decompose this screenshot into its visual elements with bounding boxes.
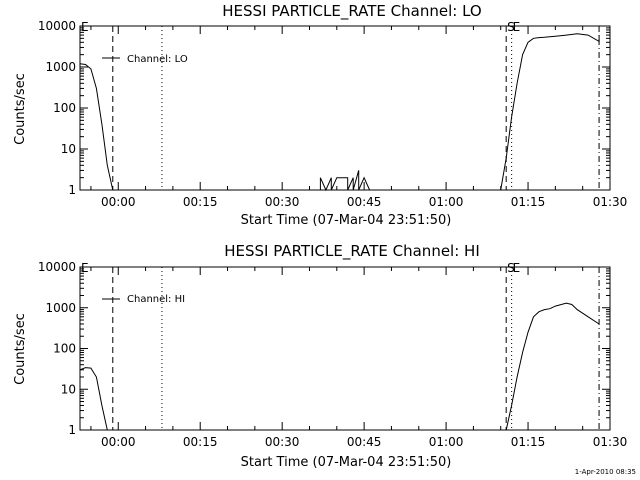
panel-hi-rate-series	[505, 302, 600, 431]
panel-lo-marker-label: E	[513, 20, 521, 34]
panel-lo-ytick-label: 1	[68, 183, 76, 197]
panel-hi-xtick-label: 00:45	[347, 435, 382, 449]
panel-hi-ytick-label: 1000	[45, 301, 76, 315]
panel-hi-xtick-label: 00:00	[101, 435, 136, 449]
panel-hi-ytick-label: 10000	[38, 260, 76, 274]
panel-lo-xtick-label: 00:00	[101, 195, 136, 209]
panel-hi-xlabel: Start Time (07-Mar-04 23:51:50)	[241, 455, 452, 470]
panel-lo-ytick-label: 10	[61, 142, 76, 156]
panel-lo-xtick-label: 01:00	[429, 195, 464, 209]
panel-lo-title: HESSI PARTICLE_RATE Channel: LO	[222, 2, 481, 21]
panel-hi-ytick-label: 10	[61, 382, 76, 396]
panel-lo-ytick-label: 10000	[38, 19, 76, 33]
panel-lo-rate-series	[319, 170, 371, 192]
panel-lo-marker-label: E	[81, 20, 89, 34]
panel-lo-xtick-label: 00:45	[347, 195, 382, 209]
panel-lo-marker-label: S	[507, 20, 515, 34]
panel-lo-xtick-label: 01:30	[593, 195, 628, 209]
panel-lo-ylabel: Counts/sec	[13, 73, 28, 145]
panel-hi-xtick-label: 01:30	[593, 435, 628, 449]
panel-lo-frame	[79, 25, 611, 191]
panel-hi-frame	[79, 266, 611, 431]
panel-hi-rate-series	[79, 367, 108, 431]
panel-hi-xtick-label: 01:15	[511, 435, 546, 449]
panel-hi-ytick-label: 100	[53, 342, 76, 356]
panel-lo-xtick-label: 01:15	[511, 195, 546, 209]
panel-hi-xtick-label: 00:30	[265, 435, 300, 449]
plot-marks: 1 10 100 1000 10000 00:00 00:15 00:30 00:45 01:00…	[38, 19, 627, 449]
panel-lo-ytick-label: 1000	[45, 60, 76, 74]
panel-hi-marker-label: E	[513, 261, 521, 275]
footer-timestamp: 1-Apr-2010 08:35	[575, 468, 636, 476]
panel-hi: HESSI PARTICLE_RATE Channel: HI Start Ti…	[13, 242, 480, 470]
panel-lo-ytick-label: 100	[53, 101, 76, 115]
panel-hi-marker-label: E	[81, 261, 89, 275]
panel-lo-xtick-label: 00:15	[183, 195, 218, 209]
panel-lo-xlabel: Start Time (07-Mar-04 23:51:50)	[241, 213, 452, 228]
panel-hi-ylabel: Counts/sec	[13, 313, 28, 385]
panel-lo-legend-label: Channel: LO	[127, 54, 188, 65]
panel-hi-legend-label: Channel: HI	[127, 294, 185, 305]
panel-hi-marker-label: S	[507, 261, 515, 275]
panel-lo-rate-series	[500, 33, 600, 191]
panel-hi-xtick-label: 00:15	[183, 435, 218, 449]
panel-hi-title: HESSI PARTICLE_RATE Channel: HI	[224, 242, 480, 261]
panel-hi-ytick-label: 1	[68, 423, 76, 437]
panel-lo-rate-series	[79, 63, 114, 191]
panel-hi-xtick-label: 01:00	[429, 435, 464, 449]
panel-lo: HESSI PARTICLE_RATE Channel: LO Start Ti…	[13, 2, 482, 228]
panel-lo-xtick-label: 00:30	[265, 195, 300, 209]
